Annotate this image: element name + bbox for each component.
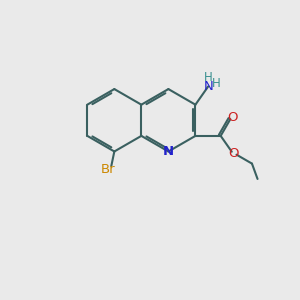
Text: O: O: [229, 147, 239, 160]
Text: H: H: [204, 71, 213, 84]
Text: O: O: [227, 111, 238, 124]
Text: N: N: [203, 80, 213, 93]
Text: N: N: [163, 145, 174, 158]
Text: H: H: [212, 77, 221, 90]
Text: Br: Br: [100, 163, 115, 176]
